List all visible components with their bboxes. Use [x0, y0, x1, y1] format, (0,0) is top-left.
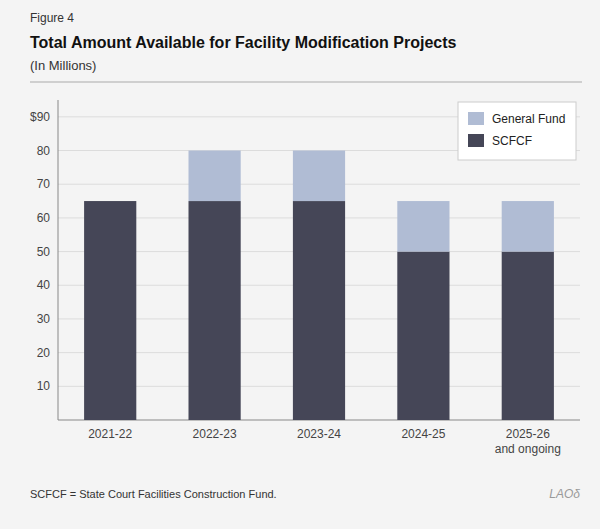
source-mark: LAOδ	[549, 487, 580, 501]
x-tick-label-line: 2022-23	[193, 427, 237, 441]
divider	[30, 82, 582, 83]
x-tick-label: 2025-26and ongoing	[495, 427, 561, 456]
x-tick-label-line: 2023-24	[297, 427, 341, 441]
bar-segment	[293, 201, 345, 420]
series	[189, 151, 554, 252]
legend-box	[458, 102, 576, 160]
bar-segment	[397, 252, 449, 420]
y-tick-label: 70	[37, 177, 51, 191]
x-tick-label-line: 2025-26	[506, 427, 550, 441]
legend-swatch	[468, 134, 484, 147]
x-tick-label: 2021-22	[88, 427, 132, 441]
figure-label: Figure 4	[30, 11, 74, 25]
y-tick-label: 40	[37, 278, 51, 292]
bar-segment	[397, 201, 449, 252]
bar-segment	[189, 151, 241, 202]
bar-segment	[189, 201, 241, 420]
footnote: SCFCF = State Court Facilities Construct…	[30, 488, 277, 500]
legend-label: General Fund	[492, 112, 565, 126]
y-tick-label: 10	[37, 379, 51, 393]
bar-segment	[293, 151, 345, 202]
y-tick-label: 30	[37, 312, 51, 326]
x-tick-label: 2022-23	[193, 427, 237, 441]
subtitle: (In Millions)	[30, 58, 96, 73]
bar-segment	[502, 252, 554, 420]
x-tick-label-line: and ongoing	[495, 442, 561, 456]
series	[84, 201, 554, 420]
y-tick-label: 60	[37, 211, 51, 225]
y-tick-label: 50	[37, 245, 51, 259]
bar-segment	[84, 201, 136, 420]
legend-label: SCFCF	[492, 134, 532, 148]
bar-segment	[502, 201, 554, 252]
background	[0, 0, 600, 529]
y-tick-label: 20	[37, 346, 51, 360]
x-tick-label: 2023-24	[297, 427, 341, 441]
legend: General Fund SCFCF	[458, 102, 576, 160]
bars	[84, 151, 554, 420]
x-tick-label: 2024-25	[401, 427, 445, 441]
chart: Figure 4 Total Amount Available for Facil…	[0, 0, 600, 529]
title: Total Amount Available for Facility Modi…	[30, 34, 457, 51]
y-tick-label: 80	[37, 144, 51, 158]
y-tick-label: $90	[30, 110, 50, 124]
x-axis: 2021-22 2022-23 2023-24 2024-25 2025-26and o…	[88, 427, 561, 456]
legend-swatch	[468, 112, 484, 125]
bar-segment	[84, 201, 136, 202]
x-tick-label-line: 2021-22	[88, 427, 132, 441]
x-tick-label-line: 2024-25	[401, 427, 445, 441]
y-axis-line	[58, 100, 59, 420]
